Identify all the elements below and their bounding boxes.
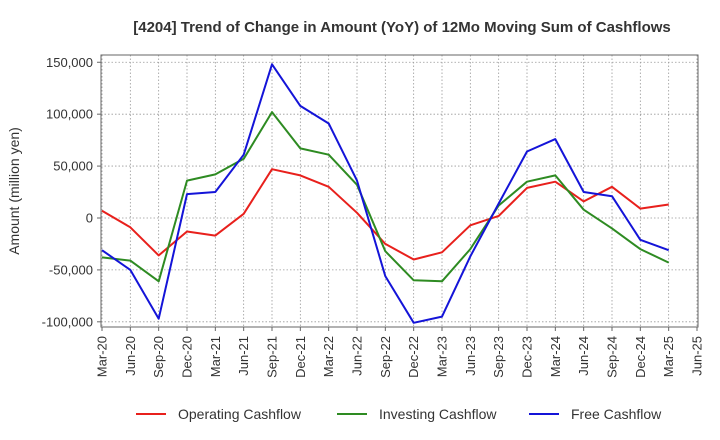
x-tick-label: Jun-24 [576,336,591,376]
free-cashflow-line [101,63,670,324]
x-tick-label: Sep-22 [378,336,393,378]
legend-item-operating-cashflow: Operating Cashflow [136,406,302,422]
y-tick-label: 0 [86,210,93,225]
x-tick-label: Mar-24 [548,336,563,377]
y-tick-label: 50,000 [53,159,93,174]
x-tick-label: Mar-23 [435,336,450,377]
legend-label: Investing Cashflow [379,406,497,422]
grid [101,55,698,327]
y-axis-title: Amount (million yen) [6,127,22,255]
x-tick-label: Jun-20 [123,336,138,376]
legend-item-free-cashflow: Free Cashflow [529,406,662,422]
y-axis: 150,000 100,000 50,000 0 -50,000 -100,000 [42,55,101,329]
legend-item-investing-cashflow: Investing Cashflow [337,406,497,422]
operating-cashflow-line [101,168,669,261]
y-tick-label: -100,000 [42,314,93,329]
series-lines [101,63,670,324]
y-tick-label: 100,000 [46,107,93,122]
plot-frame [100,54,699,328]
investing-cashflow-line [101,111,670,283]
x-axis: Mar-20 Jun-20 Sep-20 Dec-20 Mar-21 Jun-21 Sep-… [95,327,705,378]
x-tick-label: Dec-20 [180,336,195,378]
x-tick-label: Jun-22 [350,336,365,376]
x-tick-label: Mar-21 [208,336,223,377]
x-tick-label: Mar-22 [321,336,336,377]
x-tick-label: Mar-20 [95,336,110,377]
x-tick-label: Mar-25 [661,336,676,377]
legend-label: Operating Cashflow [178,406,302,422]
x-tick-label: Jun-25 [690,336,705,376]
legend-label: Free Cashflow [571,406,662,422]
chart-title: [4204] Trend of Change in Amount (YoY) o… [133,19,671,36]
x-tick-label: Sep-21 [265,336,280,378]
y-tick-label: -50,000 [49,262,93,277]
x-tick-label: Jun-23 [463,336,478,376]
x-tick-label: Sep-24 [605,336,620,378]
x-tick-label: Dec-23 [520,336,535,378]
y-tick-label: 150,000 [46,55,93,70]
x-tick-label: Dec-22 [406,336,421,378]
x-tick-label: Sep-23 [491,336,506,378]
legend: Operating Cashflow Investing Cashflow Free… [136,406,662,422]
x-tick-label: Jun-21 [236,336,251,376]
x-tick-label: Sep-20 [151,336,166,378]
x-tick-label: Dec-24 [633,336,648,378]
x-tick-label: Dec-21 [293,336,308,378]
